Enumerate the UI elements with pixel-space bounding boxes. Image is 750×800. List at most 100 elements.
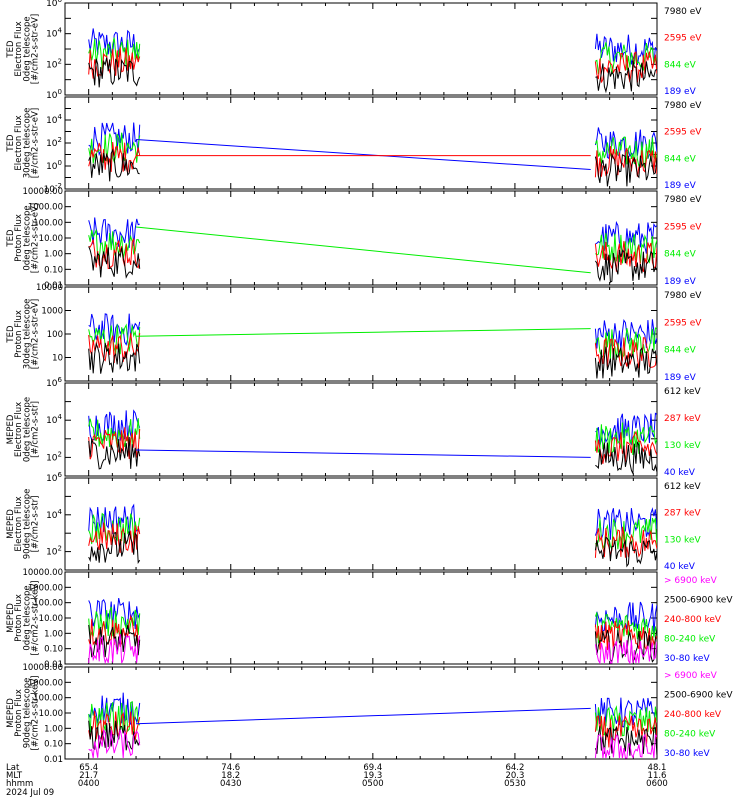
y-axis-label: 90deg telescope [22, 678, 32, 749]
y-axis-label: 0deg telescope [22, 585, 32, 650]
panel-frame [64, 286, 658, 382]
panel-frame [64, 96, 658, 190]
trace-segment [595, 441, 657, 474]
y-tick-label: 1.00 [44, 629, 63, 639]
trace-segment [88, 531, 141, 565]
legend-entry: 287 keV [664, 509, 701, 519]
y-axis-label: [#/cm2-s-str-keV] [31, 581, 41, 656]
y-axis-label: Electron Flux [14, 402, 24, 457]
legend-entry: > 6900 keV [664, 576, 718, 586]
legend-entry: 30-80 keV [664, 654, 710, 664]
trace-segment [594, 152, 657, 187]
y-axis-label: MEPED [6, 509, 16, 539]
y-tick-label: 10-2 [44, 182, 62, 195]
trace-segment [88, 634, 141, 664]
y-tick-label: 10000 [36, 283, 63, 293]
y-tick-label: 106 [46, 471, 62, 484]
y-tick-label: 0.01 [44, 660, 63, 670]
trace-segment [88, 436, 141, 470]
trace-segment [595, 232, 657, 264]
y-axis-label: 30deg telescope [22, 108, 32, 179]
trace-segment [594, 346, 657, 379]
y-axis-label: Electron Flux [14, 115, 24, 170]
footer-value: 0500 [362, 779, 384, 789]
legend-entry: 7980 eV [664, 195, 702, 205]
y-tick-label: 100.00 [33, 218, 63, 228]
series-traces [88, 313, 657, 379]
legend-entry: 844 eV [664, 60, 697, 70]
footer-value: 65.4 [79, 763, 98, 773]
y-tick-label: 100.00 [33, 599, 63, 609]
gap-line [136, 139, 591, 170]
trace-segment [88, 122, 141, 157]
y-axis-label: MEPED [6, 698, 16, 728]
y-axis-label: [#/cm2-s-str-eV] [31, 203, 41, 273]
y-axis-label: [#/cm2-s-str-keV] [31, 676, 41, 751]
legend-entry: 2595 eV [664, 318, 702, 328]
y-axis-label: Proton Flux [14, 310, 24, 358]
y-tick-label: 102 [46, 450, 62, 463]
trace-segment [88, 246, 141, 279]
y-axis-label: Electron Flux [14, 496, 24, 551]
y-tick-label: 10.00 [39, 709, 63, 719]
y-axis-label: [#/cm2-s-str-eV] [31, 14, 41, 84]
legend-entry: 7980 eV [664, 7, 702, 17]
legend-entry: 2500-6900 keV [664, 596, 733, 606]
series-traces [88, 692, 657, 759]
trace-segment [594, 725, 657, 756]
y-tick-label: 106 [46, 0, 62, 9]
legend-entry: 80-240 keV [664, 635, 716, 645]
y-tick-label: 104 [46, 113, 62, 126]
trace-segment [594, 733, 657, 759]
legend-entry: 80-240 keV [664, 730, 716, 740]
trace-segment [594, 705, 657, 737]
y-tick-label: 10 [52, 354, 63, 364]
legend-entry: 7980 eV [664, 101, 702, 111]
trace-segment [594, 51, 657, 83]
footer-date: 2024 Jul 09 [6, 788, 54, 798]
trace-segment [594, 601, 657, 634]
y-axis-label: [#/cm2-s-str] [31, 401, 41, 458]
legend-entry: 7980 eV [664, 291, 702, 301]
y-tick-label: 10000.00 [22, 568, 63, 578]
panel-7: 10000.00 1000.00 100.00 10.00 1.00 0.10 0.01 ME… [6, 568, 733, 670]
trace-segment [88, 522, 141, 553]
legend-entry: 844 eV [664, 346, 697, 356]
gap-line [136, 449, 591, 458]
legend-entry: 844 eV [664, 250, 697, 260]
trace-segment [594, 249, 657, 283]
gap-line [136, 328, 591, 337]
legend-entry: 2595 eV [664, 34, 702, 44]
footer-row-label: MLT [6, 771, 23, 781]
series-traces [88, 503, 657, 568]
footer-value: 11.6 [648, 771, 667, 781]
legend-entry: 287 keV [664, 414, 701, 424]
legend-entry: 40 keV [664, 562, 696, 572]
legend-entry: 130 keV [664, 535, 701, 545]
y-axis-label: [#/cm2-s-str-eV] [31, 108, 41, 178]
y-tick-label: 0.01 [44, 281, 63, 291]
panel-3: 10000.00 1000.00 100.00 10.00 1.00 0.10 0.01 TE… [6, 187, 702, 291]
y-axis-label: TED [6, 134, 16, 153]
footer-value: 20.3 [505, 771, 524, 781]
y-axis-label: 90deg telescope [22, 489, 32, 560]
trace-segment [594, 507, 657, 540]
trace-segment [88, 217, 140, 248]
trace-segment [88, 148, 140, 182]
y-tick-label: 100 [46, 88, 62, 101]
y-axis-label: TED [6, 229, 16, 248]
trace-segment [594, 536, 657, 568]
y-axis-label: Electron Flux [14, 21, 24, 76]
y-axis-label: Proton Flux [14, 214, 24, 262]
y-axis-label: TED [6, 325, 16, 344]
panel-frame [64, 477, 658, 571]
y-axis-label: 30deg telescope [22, 299, 32, 370]
footer-value: 74.6 [221, 763, 240, 773]
panel-frame [64, 2, 658, 96]
trace-segment [594, 319, 657, 351]
y-tick-label: 1000 [41, 307, 63, 317]
legend-entry: 40 keV [664, 468, 696, 478]
